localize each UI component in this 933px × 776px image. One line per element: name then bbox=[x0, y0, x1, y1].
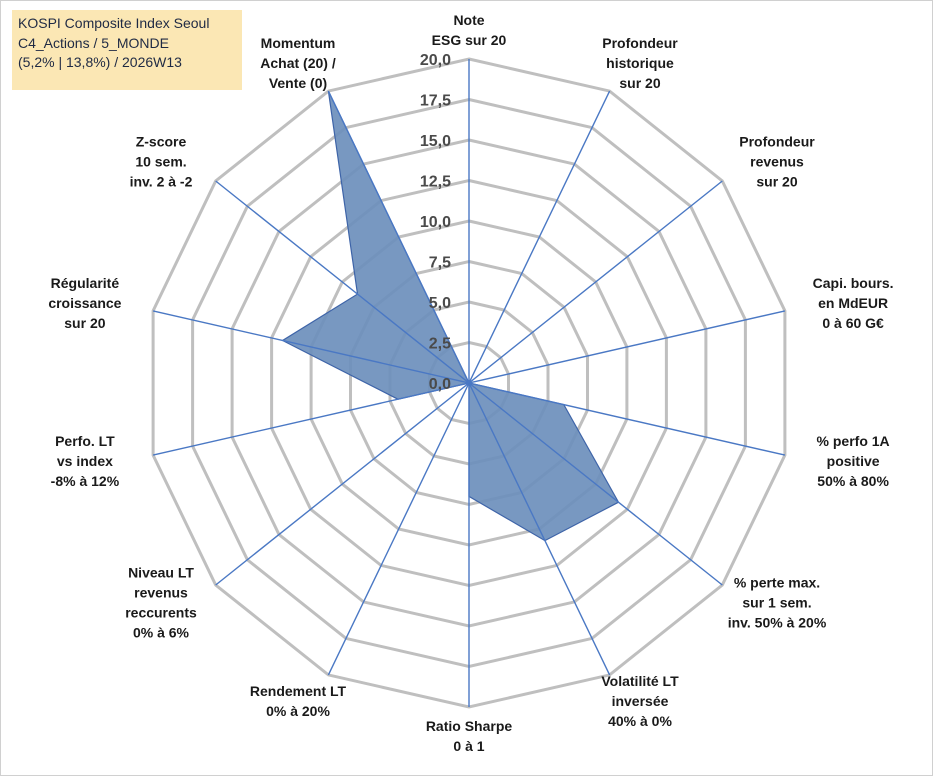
axis-label-line: revenus bbox=[750, 153, 804, 169]
axis-label-line: Volatilité LT bbox=[601, 673, 679, 689]
axis-label-line: inv. 50% à 20% bbox=[728, 615, 827, 631]
axis-label-line: en MdEUR bbox=[818, 295, 888, 311]
tick-label: 0,0 bbox=[429, 376, 451, 393]
axis-label-line: Note bbox=[453, 12, 484, 28]
axis-label-line: Capi. bours. bbox=[813, 275, 894, 291]
tick-label: 2,5 bbox=[429, 336, 451, 353]
axis-label-line: % perfo 1A bbox=[817, 433, 890, 449]
axis-label-line: sur 20 bbox=[619, 75, 660, 91]
axis-label-line: sur 20 bbox=[756, 173, 797, 189]
axis-label-1: Profondeur historique sur 20 bbox=[602, 35, 678, 91]
radial-tick-labels: 0,0 2,5 5,0 7,5 10,0 12,5 15,0 17,5 20,0 bbox=[420, 52, 451, 393]
axis-label-line: 50% à 80% bbox=[817, 473, 889, 489]
axis-label-8: Rendement LT 0% à 20% bbox=[250, 683, 347, 719]
axis-label-line: 40% à 0% bbox=[608, 713, 672, 729]
axis-label-4: % perfo 1A positive 50% à 80% bbox=[817, 433, 890, 489]
axis-label-line: Z-score bbox=[136, 133, 187, 149]
title-line-1: KOSPI Composite Index Seoul bbox=[18, 15, 210, 31]
axis-label-line: reccurents bbox=[125, 605, 197, 621]
tick-label: 20,0 bbox=[420, 52, 451, 69]
axis-label-line: Momentum bbox=[261, 35, 336, 51]
axis-label-line: 0 à 60 G€ bbox=[822, 315, 884, 331]
axis-label-5: % perte max. sur 1 sem. inv. 50% à 20% bbox=[728, 575, 827, 631]
axis-label-line: inv. 2 à -2 bbox=[130, 173, 193, 189]
tick-label: 7,5 bbox=[429, 255, 451, 272]
axis-label-line: Profondeur bbox=[739, 133, 815, 149]
axis-label-10: Perfo. LT vs index -8% à 12% bbox=[51, 433, 120, 489]
title-line-3: (5,2% | 13,8%) / 2026W13 bbox=[18, 54, 182, 70]
axis-label-line: positive bbox=[827, 453, 880, 469]
axis-label-line: Vente (0) bbox=[269, 75, 327, 91]
tick-label: 17,5 bbox=[420, 93, 451, 110]
tick-label: 10,0 bbox=[420, 214, 451, 231]
axis-label-line: historique bbox=[606, 55, 674, 71]
axis-label-11: Régularité croissance sur 20 bbox=[48, 275, 121, 331]
spoke-9 bbox=[215, 382, 470, 586]
title-line-2: C4_Actions / 5_MONDE bbox=[18, 34, 169, 51]
tick-label: 12,5 bbox=[420, 174, 451, 191]
axis-label-line: -8% à 12% bbox=[51, 473, 120, 489]
axis-label-line: Niveau LT bbox=[128, 565, 194, 581]
axis-label-line: 10 sem. bbox=[135, 153, 186, 169]
axis-label-line: Profondeur bbox=[602, 35, 678, 51]
axis-labels: Note ESG sur 20 Profondeur historique sur 20… bbox=[48, 12, 893, 754]
axis-label-line: sur 20 bbox=[64, 315, 105, 331]
spoke-10 bbox=[152, 382, 470, 456]
axis-label-line: Rendement LT bbox=[250, 683, 347, 699]
spoke-5 bbox=[468, 382, 723, 586]
axis-label-13: Momentum Achat (20) / Vente (0) bbox=[260, 35, 336, 91]
axis-label-line: 0% à 6% bbox=[133, 625, 190, 641]
axis-label-line: Perfo. LT bbox=[55, 433, 115, 449]
axis-label-line: sur 1 sem. bbox=[742, 595, 811, 611]
spoke-2 bbox=[468, 180, 723, 384]
axis-label-7: Ratio Sharpe 0 à 1 bbox=[426, 718, 513, 754]
axis-label-line: 0 à 1 bbox=[453, 738, 484, 754]
axis-label-3: Capi. bours. en MdEUR 0 à 60 G€ bbox=[813, 275, 894, 331]
spoke-13 bbox=[327, 90, 470, 384]
radar-spokes bbox=[152, 59, 786, 707]
chart-title-box: KOSPI Composite Index Seoul C4_Actions /… bbox=[12, 10, 242, 90]
axis-label-2: Profondeur revenus sur 20 bbox=[739, 133, 815, 189]
axis-label-line: revenus bbox=[134, 585, 188, 601]
spoke-6 bbox=[468, 382, 611, 676]
axis-label-line: Régularité bbox=[51, 275, 120, 291]
axis-label-0: Note ESG sur 20 bbox=[432, 12, 507, 48]
spoke-8 bbox=[327, 382, 470, 676]
spoke-11 bbox=[152, 310, 470, 384]
spoke-1 bbox=[468, 90, 611, 384]
axis-label-9: Niveau LT revenus reccurents 0% à 6% bbox=[125, 565, 197, 641]
spoke-3 bbox=[468, 310, 786, 384]
axis-label-line: 0% à 20% bbox=[266, 703, 330, 719]
axis-label-line: Achat (20) / bbox=[260, 55, 336, 71]
axis-label-line: vs index bbox=[57, 453, 113, 469]
tick-label: 15,0 bbox=[420, 133, 451, 150]
axis-label-line: ESG sur 20 bbox=[432, 32, 507, 48]
spoke-4 bbox=[468, 382, 786, 456]
axis-label-line: croissance bbox=[48, 295, 121, 311]
axis-label-line: % perte max. bbox=[734, 575, 820, 591]
axis-label-6: Volatilité LT inversée 40% à 0% bbox=[601, 673, 679, 729]
axis-label-12: Z-score 10 sem. inv. 2 à -2 bbox=[130, 133, 193, 189]
tick-label: 5,0 bbox=[429, 295, 451, 312]
axis-label-line: inversée bbox=[612, 693, 669, 709]
spoke-12 bbox=[215, 180, 470, 384]
axis-label-line: Ratio Sharpe bbox=[426, 718, 513, 734]
